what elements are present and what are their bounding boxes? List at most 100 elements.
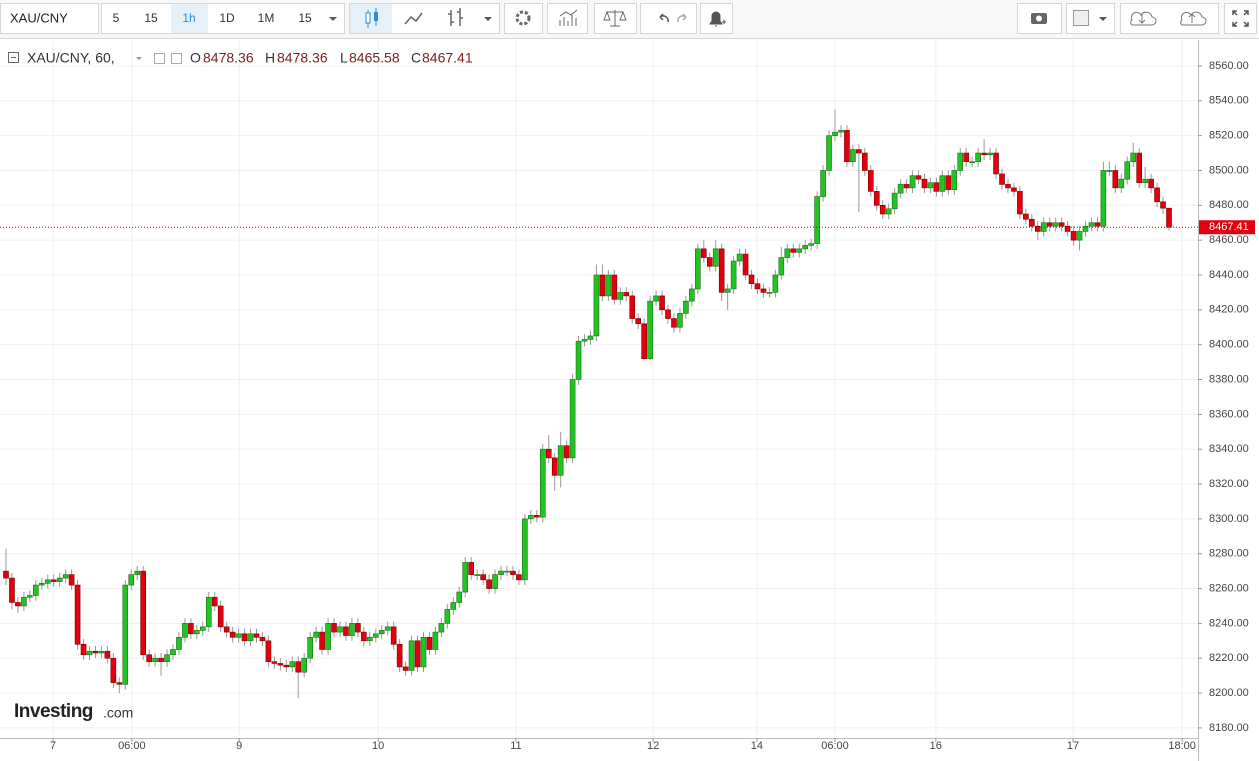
candle-body (1160, 201, 1166, 209)
y-tick-label: 8220.00 (1209, 652, 1249, 664)
candle-body (456, 591, 463, 603)
candle-body (426, 637, 433, 650)
save-icon[interactable] (1180, 11, 1207, 26)
redo-icon[interactable] (677, 13, 687, 23)
candle-body (516, 574, 522, 581)
ohlc-value: 8478.36 (203, 50, 254, 66)
candle-body (593, 274, 600, 337)
candle-body (647, 300, 653, 359)
candle-body (265, 640, 272, 663)
candle-body (140, 570, 146, 656)
candle-body (307, 637, 313, 659)
candle-body (1148, 178, 1154, 189)
x-tick-label: 11 (510, 740, 521, 752)
candle-body (50, 579, 57, 582)
candle-body (838, 130, 844, 133)
bar-icon[interactable] (448, 8, 463, 26)
indicator-icon (559, 9, 578, 26)
candle-body (1076, 231, 1083, 241)
candle-body (361, 631, 367, 642)
interval[interactable]: 15 (298, 11, 312, 25)
settings-icon[interactable] (171, 53, 182, 64)
candle-body (808, 243, 814, 246)
candle-body (396, 643, 403, 668)
interval[interactable]: 5 (113, 11, 120, 25)
symbol-box[interactable] (0, 3, 99, 34)
candle-body (885, 208, 892, 215)
candle-body (98, 650, 105, 654)
candle-body (313, 631, 319, 638)
candle-body (462, 562, 469, 593)
candle-body (378, 630, 385, 635)
y-tick-label: 8540.00 (1209, 95, 1249, 107)
fullscreen-button[interactable] (1224, 3, 1257, 34)
scale-icon (603, 10, 627, 27)
candle-body (534, 515, 540, 518)
dropdown-arrow[interactable] (484, 17, 492, 21)
x-tick-label: 06:00 (118, 740, 146, 752)
x-tick-label: 17 (1067, 740, 1079, 752)
candle-body (62, 574, 69, 579)
x-tick-label: 14 (751, 740, 763, 752)
candle-body (1118, 178, 1125, 189)
candle-body (319, 631, 325, 650)
x-tick-label: 9 (236, 740, 242, 752)
candle-body (211, 596, 218, 607)
interval-active (171, 4, 208, 33)
candle-body (706, 257, 713, 267)
candle-body (1088, 222, 1095, 227)
candle-body (862, 152, 868, 171)
candle-body (766, 292, 773, 294)
candle-body (718, 248, 725, 293)
candle-body (414, 640, 421, 668)
candle-body (1154, 187, 1160, 203)
legend: XAU/CNY, 60, O 8478.36 H 8478.36 L 8465.… (8, 50, 473, 66)
candle-body (1166, 207, 1172, 228)
candle-body (975, 152, 981, 163)
ohlc-value: 8467.41 (422, 50, 473, 66)
y-tick-label: 8420.00 (1209, 304, 1249, 316)
candle-body (522, 518, 528, 581)
settings-button[interactable] (504, 3, 543, 34)
candle-body (1052, 222, 1059, 227)
watermark-suffix: .com (103, 705, 133, 721)
candle-body (539, 448, 546, 518)
candle-body (724, 288, 731, 293)
eye-icon[interactable] (154, 53, 165, 64)
candle-body (504, 570, 510, 573)
candle-body (927, 182, 934, 189)
interval[interactable]: 1D (219, 11, 235, 25)
interval[interactable]: 1M (258, 11, 275, 25)
line-icon[interactable] (404, 12, 423, 25)
candle-body (671, 318, 677, 328)
candle-body (86, 650, 93, 656)
ohlc-letter: H (265, 50, 275, 66)
watermark-brand: Investing (14, 701, 93, 722)
candle-body (856, 149, 862, 154)
interval[interactable]: 1h (182, 11, 195, 25)
candle-body (1142, 178, 1148, 183)
interval[interactable]: 15 (144, 11, 158, 25)
symbol: XAU/CNY (10, 10, 68, 25)
color-swatch (1073, 10, 1089, 26)
candle-body (152, 657, 158, 663)
candle-body (253, 633, 260, 638)
candle-body (92, 650, 99, 654)
undo-icon[interactable] (659, 13, 669, 23)
dropdown-arrow[interactable] (329, 17, 337, 21)
dropdown-arrow[interactable] (1099, 17, 1107, 21)
candle-body (56, 577, 63, 582)
indicators-button[interactable] (547, 3, 588, 34)
y-tick-label: 8520.00 (1209, 130, 1249, 142)
load-icon[interactable] (1130, 11, 1157, 26)
candle-body (1100, 170, 1107, 227)
candle-body (27, 595, 33, 598)
candle-body (68, 574, 75, 586)
candle-body (3, 570, 9, 579)
legend-arrow[interactable] (136, 57, 142, 60)
candle-body (921, 178, 928, 189)
candle-body (629, 295, 636, 319)
candle-body (903, 184, 910, 189)
y-tick-label: 8320.00 (1209, 478, 1249, 490)
candle-body (599, 274, 606, 297)
